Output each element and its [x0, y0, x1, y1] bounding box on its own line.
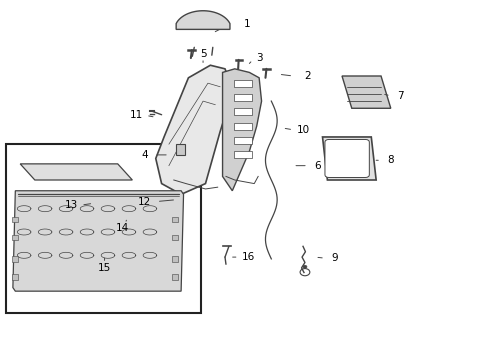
- Text: 4: 4: [141, 150, 147, 160]
- Polygon shape: [13, 191, 183, 291]
- Polygon shape: [341, 76, 390, 108]
- Bar: [233, 123, 252, 130]
- Text: 11: 11: [129, 111, 142, 121]
- Text: 3: 3: [255, 53, 262, 63]
- Polygon shape: [176, 11, 229, 30]
- Polygon shape: [156, 65, 229, 194]
- Text: 9: 9: [331, 253, 337, 263]
- Circle shape: [303, 265, 306, 268]
- Text: 1: 1: [243, 19, 250, 29]
- Bar: [5, 144, 200, 313]
- Bar: [233, 151, 252, 158]
- Text: 15: 15: [98, 263, 111, 273]
- Bar: [172, 234, 178, 240]
- Polygon shape: [222, 69, 261, 191]
- Bar: [12, 234, 18, 240]
- Text: 6: 6: [314, 161, 320, 171]
- Bar: [233, 80, 252, 87]
- Text: 10: 10: [296, 125, 309, 135]
- Text: 5: 5: [199, 49, 206, 59]
- Text: 13: 13: [64, 200, 78, 210]
- Bar: [172, 274, 178, 280]
- Polygon shape: [20, 164, 132, 180]
- Text: 14: 14: [116, 224, 129, 233]
- FancyBboxPatch shape: [325, 139, 368, 177]
- Text: 8: 8: [386, 155, 393, 165]
- Text: 12: 12: [138, 197, 151, 207]
- Bar: [12, 274, 18, 280]
- Bar: [233, 108, 252, 116]
- Text: 2: 2: [304, 71, 310, 81]
- Bar: [172, 217, 178, 222]
- Bar: [233, 94, 252, 101]
- Text: 16: 16: [241, 252, 255, 262]
- Text: 7: 7: [396, 91, 403, 101]
- Bar: [176, 144, 184, 155]
- Bar: [12, 256, 18, 262]
- Bar: [12, 217, 18, 222]
- Bar: [172, 256, 178, 262]
- Bar: [233, 137, 252, 144]
- Polygon shape: [322, 137, 375, 180]
